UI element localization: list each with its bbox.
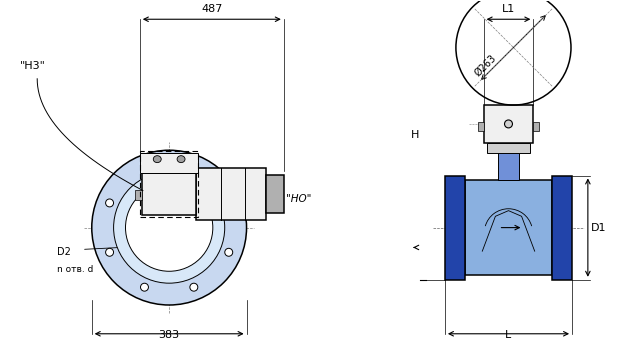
Ellipse shape [141, 164, 149, 172]
Circle shape [505, 120, 513, 128]
FancyBboxPatch shape [143, 153, 195, 165]
Ellipse shape [113, 172, 225, 283]
Ellipse shape [177, 156, 185, 163]
Ellipse shape [190, 164, 197, 172]
Text: L1: L1 [502, 4, 515, 14]
FancyBboxPatch shape [142, 173, 196, 215]
Text: L: L [505, 330, 511, 340]
Text: 383: 383 [159, 330, 180, 340]
Ellipse shape [190, 283, 197, 291]
Text: D2: D2 [57, 247, 71, 257]
Ellipse shape [225, 199, 233, 207]
FancyBboxPatch shape [154, 175, 184, 197]
Ellipse shape [106, 199, 113, 207]
FancyBboxPatch shape [498, 153, 520, 180]
Ellipse shape [225, 248, 233, 256]
FancyBboxPatch shape [533, 121, 539, 131]
FancyBboxPatch shape [196, 168, 266, 220]
FancyBboxPatch shape [266, 175, 284, 213]
FancyBboxPatch shape [465, 180, 552, 275]
FancyBboxPatch shape [155, 165, 183, 173]
Ellipse shape [153, 156, 161, 163]
Text: "H3": "H3" [20, 61, 46, 71]
Text: "HO": "HO" [285, 194, 311, 204]
Text: D1: D1 [591, 222, 606, 232]
FancyBboxPatch shape [487, 143, 530, 153]
Text: n отв. d: n отв. d [57, 265, 94, 274]
FancyBboxPatch shape [478, 121, 484, 131]
FancyBboxPatch shape [140, 153, 198, 173]
Text: H: H [411, 130, 419, 140]
Ellipse shape [125, 184, 213, 271]
Ellipse shape [92, 150, 246, 305]
Text: 487: 487 [201, 4, 223, 14]
FancyBboxPatch shape [484, 105, 533, 143]
FancyBboxPatch shape [445, 176, 465, 280]
Ellipse shape [106, 248, 113, 256]
Ellipse shape [141, 283, 149, 291]
Text: Ø263: Ø263 [473, 53, 498, 78]
FancyBboxPatch shape [135, 190, 142, 200]
FancyBboxPatch shape [552, 176, 572, 280]
